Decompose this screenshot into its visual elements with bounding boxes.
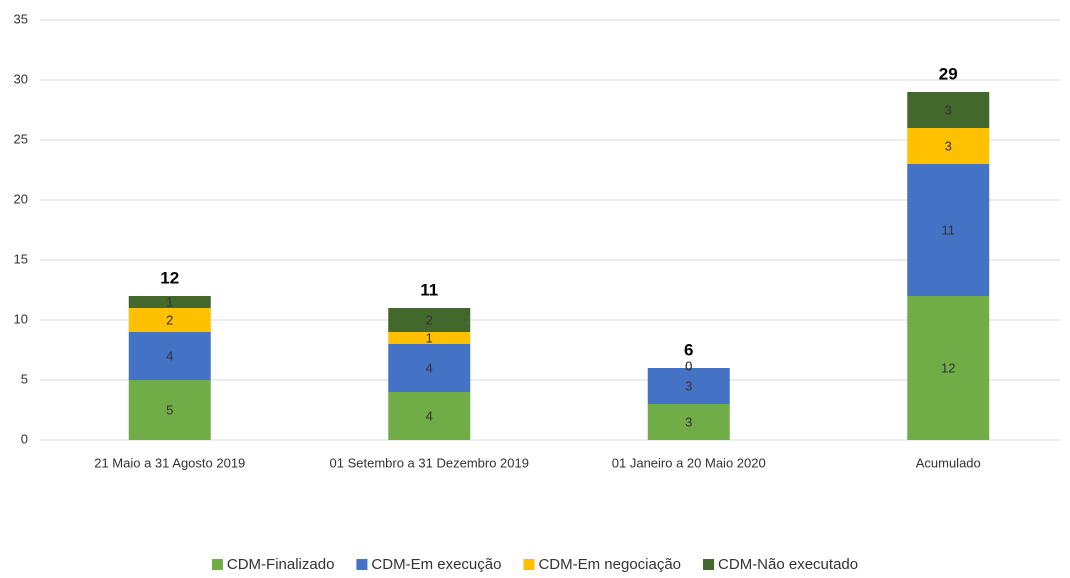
y-tick-label: 10 bbox=[14, 311, 28, 326]
value-label: 0 bbox=[685, 358, 692, 373]
value-label: 3 bbox=[685, 414, 692, 429]
y-tick-label: 30 bbox=[14, 71, 28, 86]
bar-segment bbox=[907, 92, 990, 128]
bar-segment bbox=[128, 380, 211, 440]
y-tick-label: 25 bbox=[14, 131, 28, 146]
y-tick-label: 0 bbox=[21, 431, 28, 446]
legend-label: CDM-Em negociação bbox=[538, 556, 681, 573]
total-label: 11 bbox=[420, 280, 438, 299]
value-label: 3 bbox=[945, 138, 952, 153]
x-tick-label: 21 Maio a 31 Agosto 2019 bbox=[94, 455, 245, 470]
value-label: 1 bbox=[426, 330, 433, 345]
y-tick-label: 35 bbox=[14, 11, 28, 26]
x-tick-label: 01 Janeiro a 20 Maio 2020 bbox=[612, 455, 766, 470]
value-label: 4 bbox=[426, 360, 433, 375]
y-tick-label: 5 bbox=[21, 371, 28, 386]
bar-segment bbox=[388, 308, 471, 332]
y-tick-label: 15 bbox=[14, 251, 28, 266]
value-label: 4 bbox=[426, 408, 433, 423]
value-label: 11 bbox=[942, 222, 956, 237]
bar-segment bbox=[907, 128, 990, 164]
value-label: 3 bbox=[685, 378, 692, 393]
total-label: 6 bbox=[684, 340, 693, 359]
bar-segment bbox=[647, 368, 730, 404]
y-tick-label: 20 bbox=[14, 191, 28, 206]
bar-segment bbox=[907, 164, 990, 296]
bar-segment bbox=[388, 392, 471, 440]
value-label: 3 bbox=[945, 102, 952, 117]
value-label: 5 bbox=[166, 402, 173, 417]
legend-swatch bbox=[523, 559, 535, 570]
legend-label: CDM-Não executado bbox=[718, 556, 858, 573]
value-label: 0 bbox=[685, 358, 692, 373]
legend-label: CDM-Em execução bbox=[371, 556, 501, 573]
bar-segment bbox=[128, 296, 211, 308]
bar-segment bbox=[388, 344, 471, 392]
legend-swatch bbox=[356, 559, 368, 570]
bar-segment bbox=[128, 332, 211, 380]
value-label: 2 bbox=[166, 312, 173, 327]
total-label: 29 bbox=[939, 64, 958, 83]
legend-swatch bbox=[211, 559, 223, 570]
bar-segment bbox=[647, 404, 730, 440]
legend-swatch bbox=[703, 559, 715, 570]
bar-segment bbox=[907, 296, 990, 440]
value-label: 2 bbox=[426, 312, 433, 327]
legend-label: CDM-Finalizado bbox=[227, 556, 335, 573]
x-tick-label: 01 Setembro a 31 Dezembro 2019 bbox=[330, 455, 529, 470]
value-label: 1 bbox=[166, 294, 173, 309]
value-label: 12 bbox=[941, 360, 955, 375]
bar-segment bbox=[388, 332, 471, 344]
total-label: 12 bbox=[160, 268, 179, 287]
bar-segment bbox=[128, 308, 211, 332]
x-tick-label: Acumulado bbox=[916, 455, 981, 470]
value-label: 4 bbox=[166, 348, 173, 363]
